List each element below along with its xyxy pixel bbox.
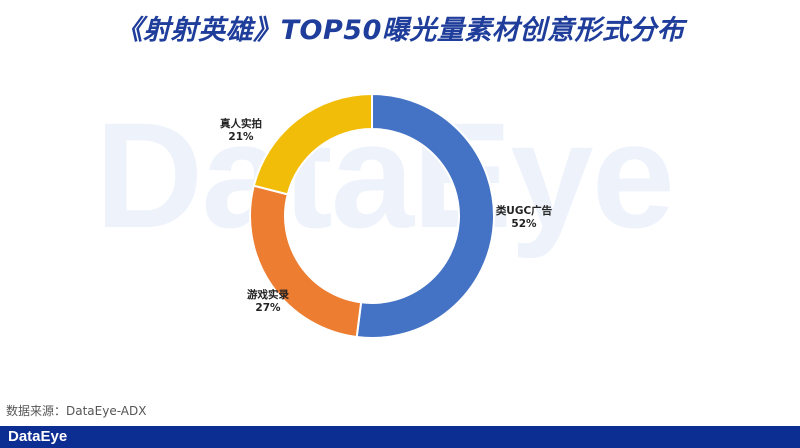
slice-label-0: 类UGC广告 — [496, 204, 553, 217]
footer-brand-logo: DataEye — [8, 428, 68, 445]
page-title: 《射射英雄》TOP50曝光量素材创意形式分布 — [115, 15, 685, 46]
slice-value-1: 27% — [255, 302, 281, 314]
slice-value-0: 52% — [511, 218, 537, 230]
slice-label-1: 游戏实录 — [247, 288, 289, 301]
chart-slices — [249, 92, 495, 339]
donut-slice-0 — [355, 92, 495, 339]
slice-value-2: 21% — [228, 131, 254, 143]
donut-slice-2 — [252, 92, 373, 196]
slice-label-2: 真人实拍 — [220, 117, 262, 130]
footer-bar: DataEye — [0, 426, 800, 448]
donut-slice-1 — [249, 184, 363, 339]
data-source-note: 数据来源：DataEye-ADX — [6, 404, 147, 418]
